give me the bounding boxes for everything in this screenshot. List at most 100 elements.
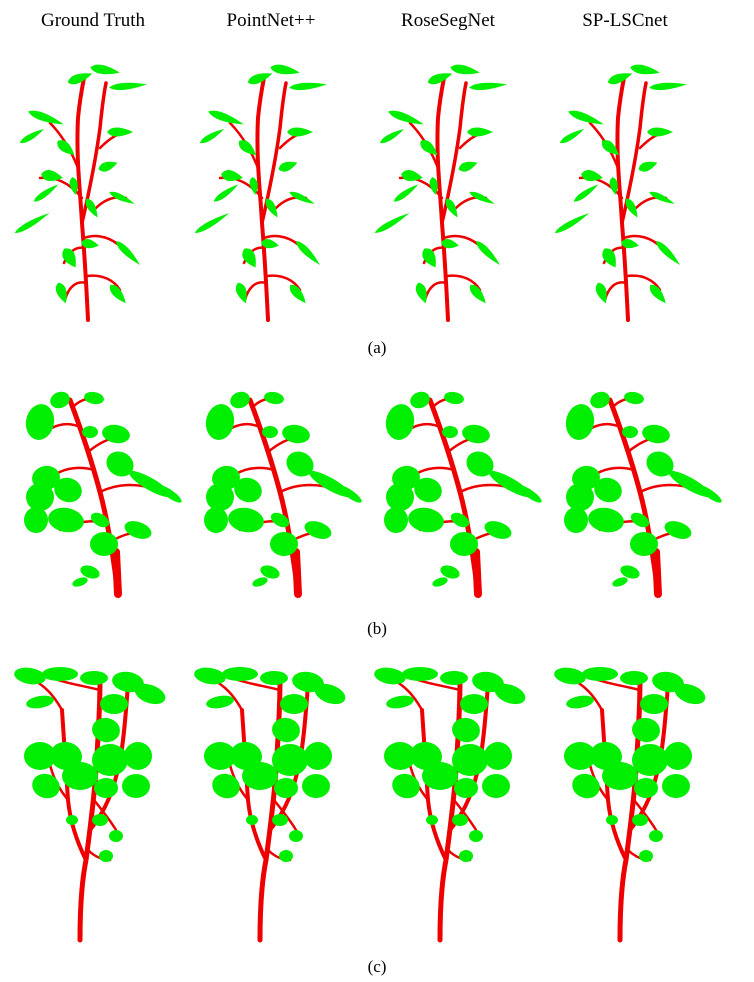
leaf-segment bbox=[484, 521, 512, 539]
leaf-segment bbox=[81, 239, 99, 249]
secondary-stem bbox=[620, 81, 648, 225]
leaf-segment bbox=[384, 742, 416, 770]
leaf-segment bbox=[566, 695, 594, 709]
leaf-segment bbox=[222, 667, 258, 681]
leaf-segment bbox=[554, 213, 590, 234]
branch-stem bbox=[63, 281, 88, 302]
leaf-segment bbox=[426, 815, 438, 825]
leaf-segment bbox=[392, 773, 420, 799]
leaf-segment bbox=[213, 184, 239, 202]
leaf-segment bbox=[442, 426, 458, 438]
leaf-segment bbox=[393, 184, 419, 202]
leaf-segment bbox=[286, 451, 314, 477]
leaf-segment bbox=[82, 426, 98, 438]
leaf-segment bbox=[469, 284, 486, 304]
leaf-segment bbox=[107, 127, 133, 137]
leaf-segment bbox=[304, 521, 332, 539]
leaf-segment bbox=[386, 695, 414, 709]
leaf-segment bbox=[452, 744, 488, 776]
leaf-segment bbox=[429, 177, 438, 195]
plant-segmentation bbox=[554, 64, 687, 322]
plant-segmentation bbox=[374, 64, 507, 322]
leaf-segment bbox=[295, 240, 321, 266]
plant-segmentation bbox=[554, 667, 706, 943]
leaf-segment bbox=[62, 248, 76, 268]
plant-segmentation bbox=[14, 667, 166, 943]
leaf-segment bbox=[270, 64, 300, 75]
leaf-segment bbox=[621, 239, 639, 249]
leaf-segment bbox=[475, 240, 501, 266]
leaf-segment bbox=[427, 73, 453, 85]
leaf-segment bbox=[595, 282, 607, 304]
leaf-segment bbox=[484, 742, 512, 770]
leaf-segment bbox=[55, 282, 67, 304]
leaf-segment bbox=[80, 671, 108, 685]
leaf-segment bbox=[204, 742, 236, 770]
leaf-segment bbox=[482, 774, 510, 798]
leaf-segment bbox=[469, 191, 495, 204]
leaf-segment bbox=[664, 742, 692, 770]
leaf-segment bbox=[90, 64, 120, 75]
branch-stem bbox=[243, 281, 268, 302]
branch-stem bbox=[92, 798, 118, 832]
plant-segmentation bbox=[204, 391, 362, 598]
leaf-segment bbox=[92, 814, 108, 826]
secondary-stem bbox=[440, 81, 468, 225]
leaf-segment bbox=[19, 129, 45, 144]
leaf-segment bbox=[242, 248, 256, 268]
leaf-segment bbox=[422, 762, 458, 790]
column-title-ground-truth: Ground Truth bbox=[41, 10, 145, 31]
leaf-segment bbox=[602, 762, 638, 790]
leaf-segment bbox=[518, 485, 542, 503]
branch-stem bbox=[452, 798, 478, 832]
leaf-segment bbox=[444, 391, 464, 405]
leaf-segment bbox=[228, 507, 264, 533]
leaf-segment bbox=[594, 477, 622, 503]
plant-row-c-sp-lscnet bbox=[554, 667, 706, 943]
branch-stem bbox=[603, 281, 628, 302]
leaf-segment bbox=[632, 717, 660, 743]
leaf-segment bbox=[634, 778, 658, 798]
branch-stem bbox=[272, 798, 298, 832]
leaf-segment bbox=[458, 161, 478, 172]
plant-row-a-ground-truth bbox=[14, 64, 147, 322]
leaf-segment bbox=[212, 773, 240, 799]
stem-base bbox=[652, 548, 662, 598]
leaf-segment bbox=[630, 512, 650, 528]
leaf-segment bbox=[41, 169, 63, 182]
leaf-segment bbox=[67, 73, 93, 85]
leaf-segment bbox=[14, 213, 50, 234]
leaf-segment bbox=[639, 850, 653, 862]
leaf-segment bbox=[304, 742, 332, 770]
leaf-segment bbox=[374, 213, 410, 234]
leaf-segment bbox=[24, 742, 56, 770]
leaf-segment bbox=[84, 391, 104, 405]
leaf-segment bbox=[620, 671, 648, 685]
leaf-segment bbox=[109, 82, 147, 91]
leaf-segment bbox=[264, 391, 284, 405]
leaf-segment bbox=[199, 129, 225, 144]
leaf-segment bbox=[90, 512, 110, 528]
branch-stem bbox=[234, 466, 276, 476]
plant-row-b-ground-truth bbox=[24, 391, 182, 598]
plant-segmentation bbox=[194, 64, 327, 322]
leaf-segment bbox=[48, 507, 84, 533]
leaf-segment bbox=[385, 404, 415, 440]
leaf-segment bbox=[564, 507, 588, 533]
leaf-segment bbox=[109, 830, 123, 842]
leaf-segment bbox=[452, 717, 480, 743]
leaf-segment bbox=[566, 483, 594, 511]
leaf-segment bbox=[94, 778, 118, 798]
leaf-segment bbox=[647, 127, 673, 137]
leaf-segment bbox=[206, 695, 234, 709]
main-stem bbox=[435, 76, 450, 322]
plant-row-a-pointnet bbox=[194, 64, 327, 322]
stem-base bbox=[472, 548, 482, 598]
leaf-segment bbox=[698, 485, 722, 503]
plant-segmentation bbox=[374, 667, 526, 943]
leaf-segment bbox=[440, 671, 468, 685]
leaf-segment bbox=[124, 742, 152, 770]
leaf-segment bbox=[467, 127, 493, 137]
leaf-segment bbox=[469, 82, 507, 91]
plant-segmentation bbox=[564, 391, 722, 598]
